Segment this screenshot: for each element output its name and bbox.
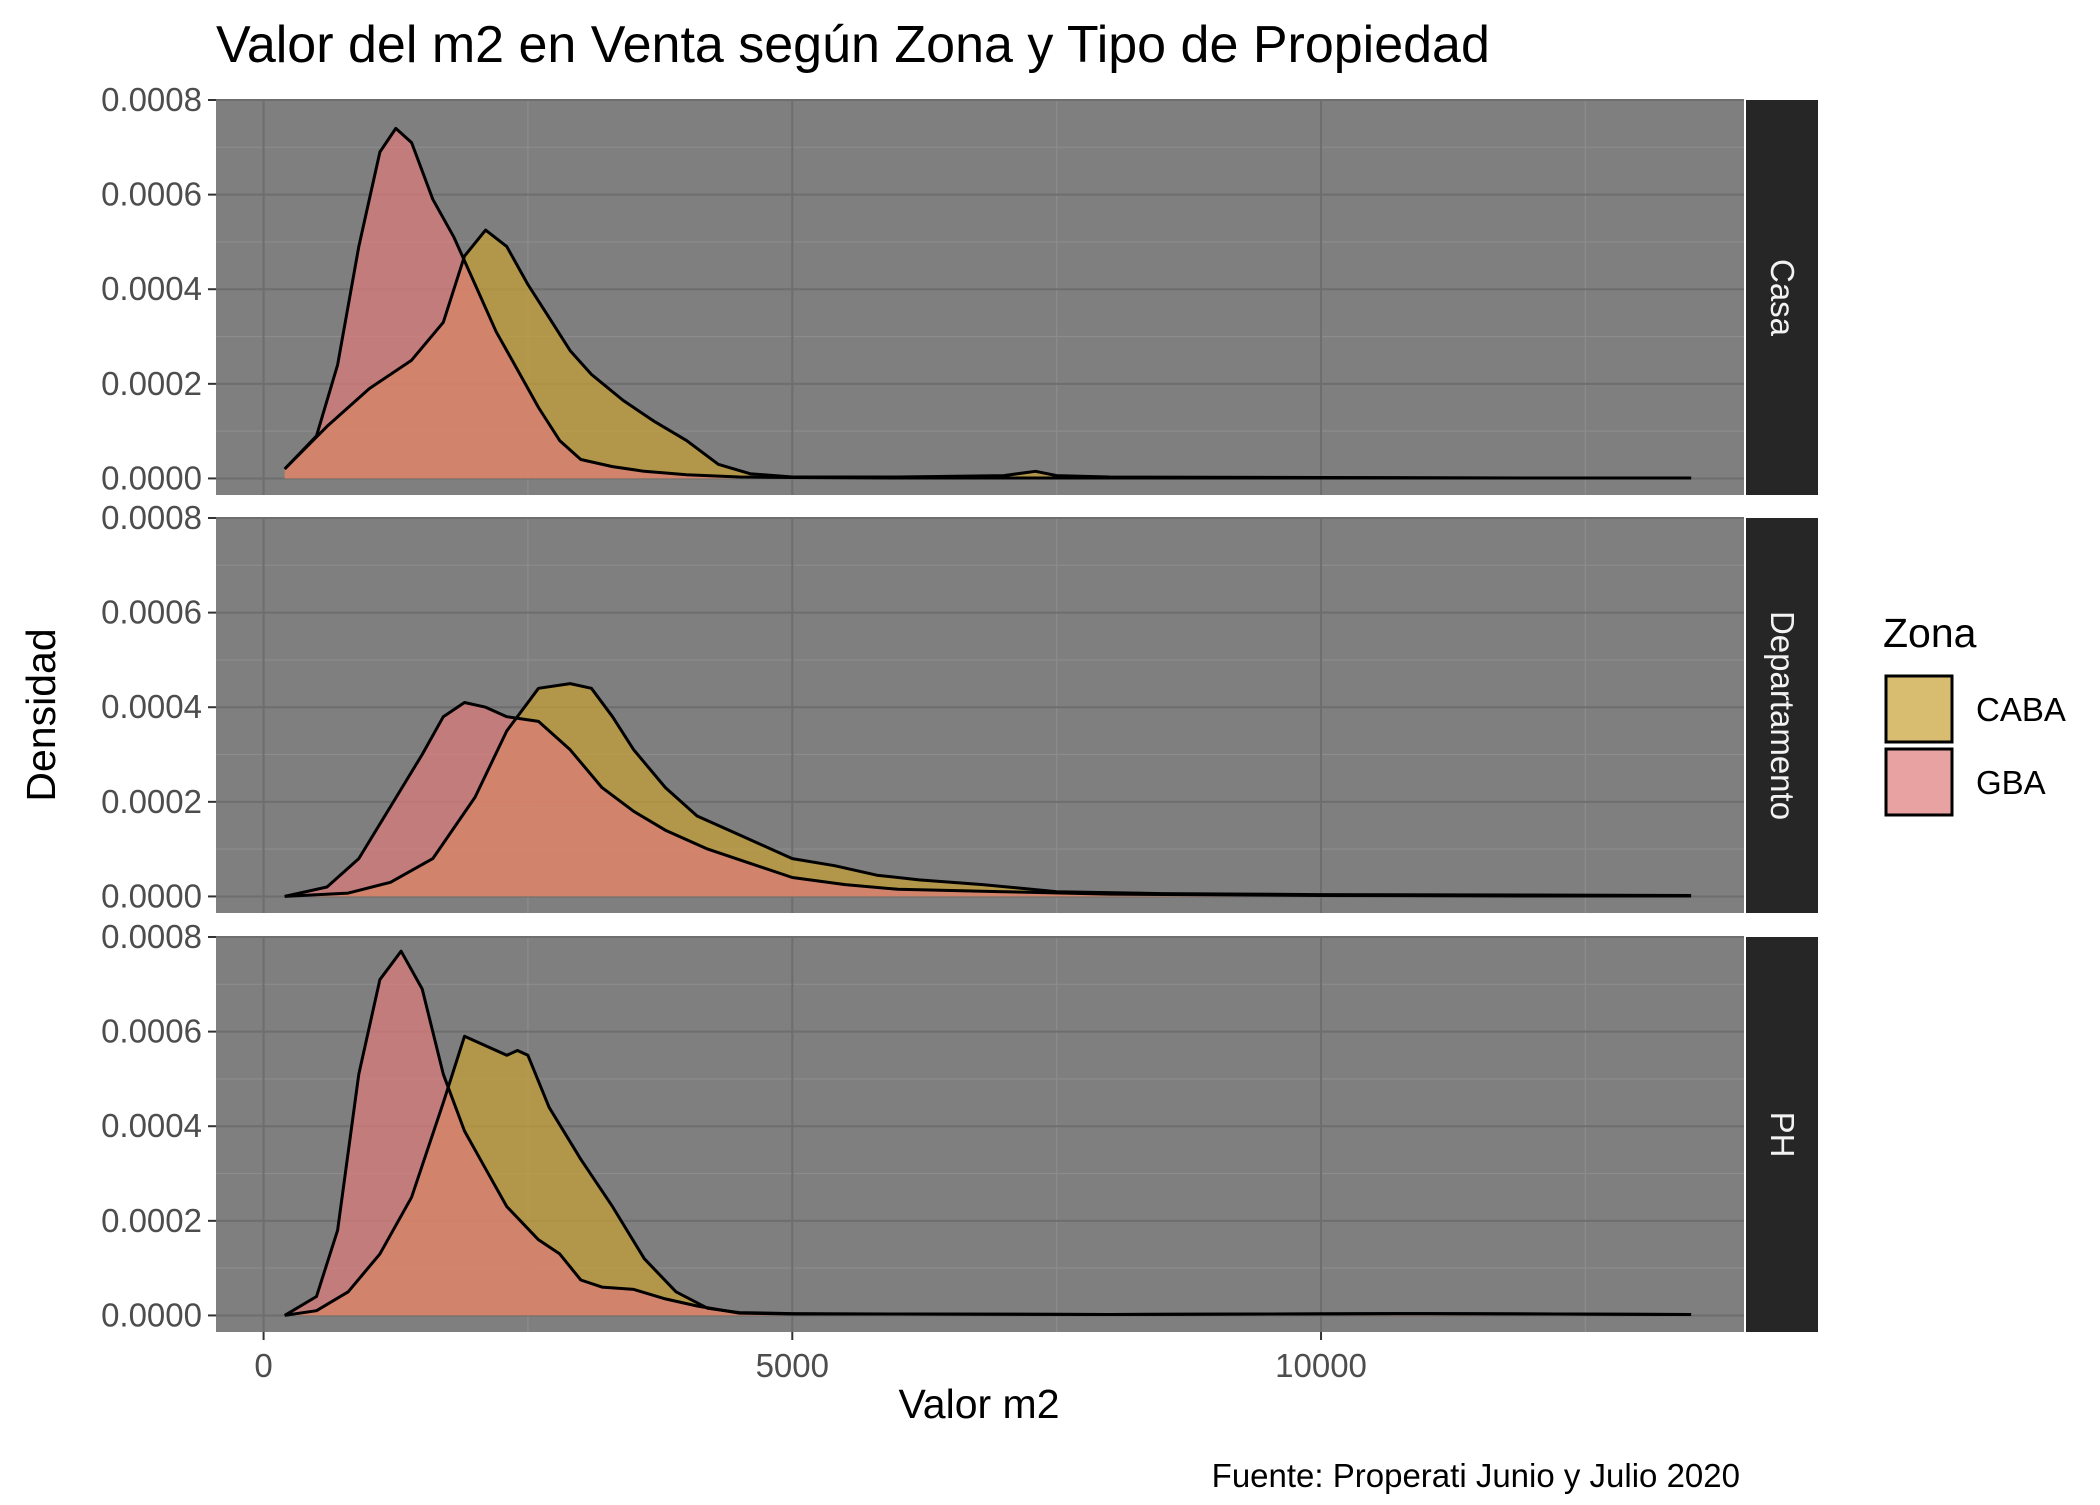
y-tick-label: 0.0006 bbox=[101, 1013, 202, 1050]
density-area-gba bbox=[284, 702, 1692, 897]
x-tick-label: 5000 bbox=[756, 1347, 829, 1384]
y-tick-label: 0.0000 bbox=[101, 459, 202, 496]
legend-label-caba: CABA bbox=[1976, 691, 2066, 728]
y-tick-label: 0.0008 bbox=[101, 918, 202, 955]
x-tick-label: 10000 bbox=[1275, 1347, 1367, 1384]
y-tick-label: 0.0002 bbox=[101, 365, 202, 402]
facet-strip-label: Casa bbox=[1764, 259, 1801, 337]
legend-title: Zona bbox=[1883, 610, 1977, 656]
facet-panel-ph: 0.0000 0.0002 0.0004 0.0006 0.0008 PH bbox=[101, 918, 1818, 1333]
y-tick-label: 0.0002 bbox=[101, 1202, 202, 1239]
x-tick-label: 0 bbox=[254, 1347, 272, 1384]
y-tick-label: 0.0004 bbox=[101, 688, 202, 725]
facet-strip-label: PH bbox=[1764, 1112, 1801, 1158]
y-tick-label: 0.0008 bbox=[101, 81, 202, 118]
facet-strip bbox=[1746, 100, 1818, 495]
facet-strip bbox=[1746, 937, 1818, 1332]
legend: Zona CABA GBA bbox=[1883, 610, 2066, 817]
legend-label-gba: GBA bbox=[1976, 764, 2046, 801]
caption: Fuente: Properati Junio y Julio 2020 bbox=[1212, 1457, 1740, 1494]
density-area-gba bbox=[284, 128, 1692, 479]
density-line-gba bbox=[283, 949, 1692, 1317]
density-line-gba bbox=[283, 126, 1692, 480]
facet-panel-departamento: 0.0000 0.0002 0.0004 0.0006 0.0008 Departamen… bbox=[101, 499, 1818, 914]
density-area-caba bbox=[284, 230, 1692, 479]
legend-key-gba bbox=[1884, 747, 1954, 817]
density-area-gba bbox=[284, 951, 1692, 1316]
legend-key-caba bbox=[1884, 674, 1954, 744]
y-tick-label: 0.0004 bbox=[101, 1107, 202, 1144]
y-tick-label: 0.0006 bbox=[101, 594, 202, 631]
y-tick-label: 0.0006 bbox=[101, 176, 202, 213]
y-tick-label: 0.0000 bbox=[101, 877, 202, 914]
y-axis-title: Densidad bbox=[18, 628, 64, 801]
facet-strip-label: Departamento bbox=[1764, 611, 1801, 820]
facet-panels: 0.00000.00020.00040.00060.0008Casa0.0000… bbox=[101, 81, 1818, 1333]
density-line-caba bbox=[283, 228, 1692, 480]
x-axis: 0 5000 10000 bbox=[254, 1332, 1367, 1384]
y-tick-label: 0.0002 bbox=[101, 783, 202, 820]
x-axis-title: Valor m2 bbox=[898, 1381, 1059, 1427]
y-tick-label: 0.0004 bbox=[101, 270, 202, 307]
y-tick-label: 0.0000 bbox=[101, 1296, 202, 1333]
facet-strip bbox=[1746, 518, 1818, 913]
facet-panel-casa: 0.0000 0.0002 0.0004 0.0006 0.0008 Casa bbox=[101, 81, 1818, 496]
chart-title: Valor del m2 en Venta según Zona y Tipo … bbox=[216, 16, 1490, 74]
y-tick-label: 0.0008 bbox=[101, 499, 202, 536]
density-line-gba bbox=[284, 701, 1692, 898]
